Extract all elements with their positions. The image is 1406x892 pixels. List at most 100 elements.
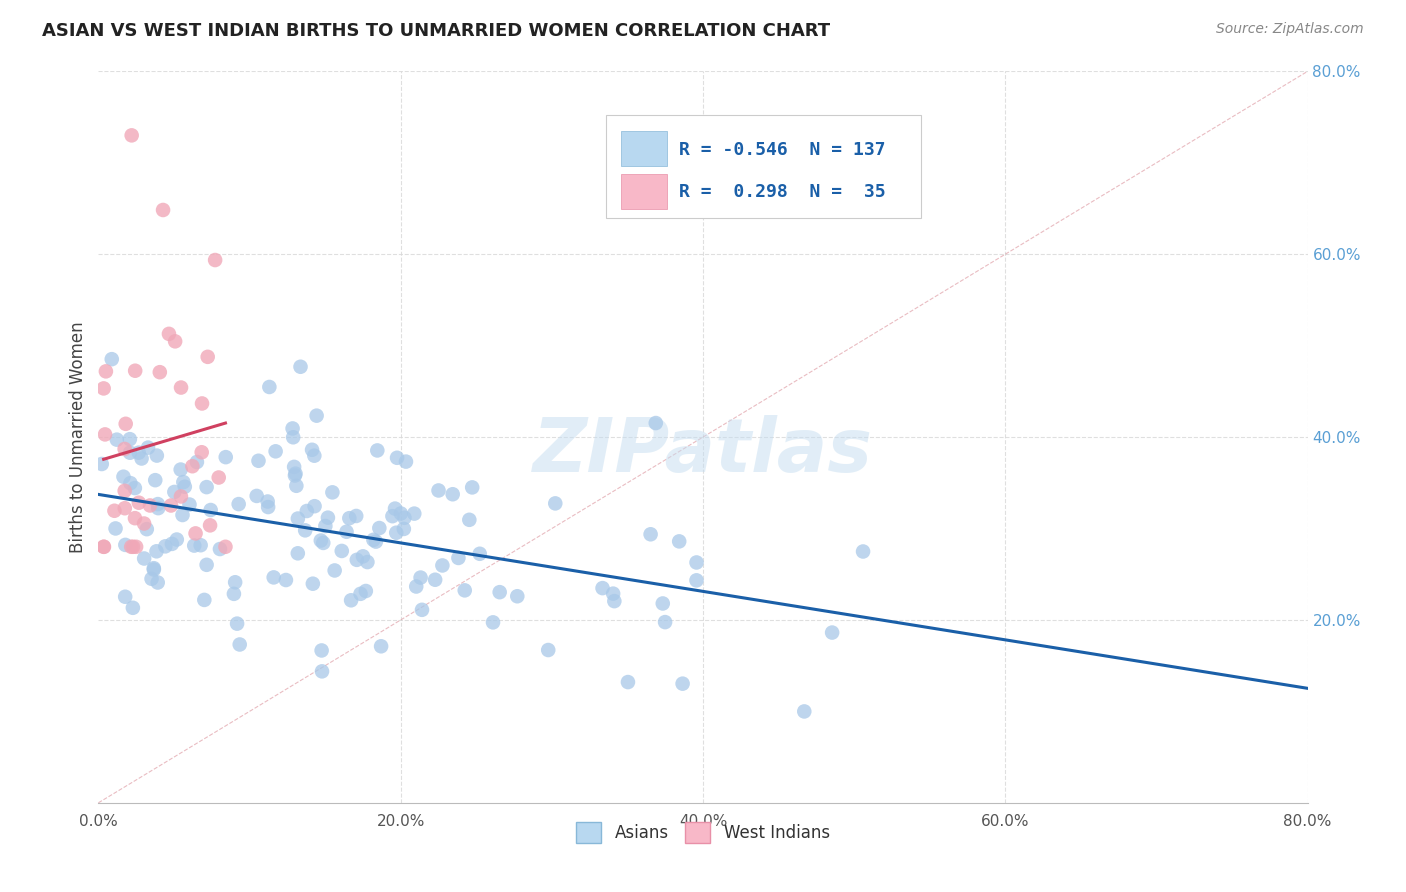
Point (114, 483, 136, 498)
Point (432, 558, 454, 573)
Point (314, 519, 336, 533)
Point (461, 480, 484, 494)
Point (287, 546, 309, 560)
Point (458, 513, 481, 527)
Text: R =  0.298  N =  35: R = 0.298 N = 35 (679, 183, 886, 201)
Point (146, 497, 169, 511)
Point (488, 585, 510, 599)
Point (134, 551, 156, 566)
Point (363, 533, 385, 547)
Point (330, 544, 353, 558)
Point (368, 521, 391, 535)
Point (287, 511, 309, 525)
Point (114, 442, 136, 456)
Point (409, 571, 432, 585)
Point (195, 480, 218, 494)
Point (364, 534, 387, 549)
Point (204, 253, 226, 268)
Point (170, 462, 193, 476)
Point (404, 507, 426, 521)
Point (122, 540, 145, 554)
Point (165, 334, 187, 349)
Point (344, 508, 367, 523)
Point (139, 499, 162, 513)
Point (128, 445, 150, 459)
Point (160, 499, 183, 513)
Point (384, 501, 406, 516)
Point (311, 665, 333, 679)
Point (214, 540, 236, 554)
Point (284, 468, 307, 483)
Point (146, 575, 169, 590)
Point (200, 503, 222, 517)
Point (124, 511, 146, 525)
Point (274, 573, 297, 587)
Point (226, 616, 249, 631)
Point (423, 573, 446, 587)
Point (163, 485, 186, 500)
Point (228, 497, 250, 511)
Point (644, 416, 666, 430)
Point (385, 450, 408, 465)
Point (321, 485, 343, 500)
FancyBboxPatch shape (621, 174, 666, 209)
Point (385, 525, 408, 540)
Point (264, 444, 287, 458)
Point (285, 479, 308, 493)
Point (349, 587, 371, 601)
Point (537, 643, 560, 657)
Point (323, 564, 346, 578)
Point (394, 510, 416, 524)
Point (197, 350, 219, 364)
Point (468, 547, 491, 561)
Point (148, 501, 170, 516)
Point (305, 409, 328, 423)
Point (685, 556, 707, 570)
Point (316, 510, 339, 524)
Point (283, 430, 305, 444)
Point (602, 587, 624, 601)
Point (105, 433, 128, 447)
Point (93, 540, 115, 554)
Point (114, 590, 136, 604)
Point (103, 504, 125, 518)
Point (181, 459, 204, 474)
Point (640, 527, 662, 541)
Point (259, 380, 281, 394)
Point (166, 533, 188, 547)
Point (337, 511, 360, 525)
Text: Source: ZipAtlas.com: Source: ZipAtlas.com (1216, 22, 1364, 37)
Point (124, 481, 146, 495)
Point (191, 396, 214, 410)
Point (94, 427, 117, 442)
Point (142, 563, 165, 577)
Point (179, 498, 201, 512)
Point (290, 359, 312, 374)
Point (685, 574, 707, 588)
Point (821, 625, 844, 640)
Point (198, 518, 221, 533)
Point (149, 365, 172, 379)
Point (120, 540, 142, 554)
Point (381, 509, 404, 524)
Y-axis label: Births to Unmarried Women: Births to Unmarried Women (69, 321, 87, 553)
Point (190, 538, 212, 552)
Point (228, 638, 250, 652)
Point (256, 494, 278, 508)
Point (195, 558, 218, 572)
Point (152, 202, 174, 217)
Point (190, 445, 212, 459)
Point (592, 581, 614, 595)
Point (302, 576, 325, 591)
Point (121, 128, 143, 143)
Point (172, 475, 194, 489)
Point (482, 615, 505, 630)
Point (114, 501, 136, 516)
Point (281, 421, 304, 435)
Point (617, 675, 640, 690)
Point (447, 551, 470, 566)
Point (356, 555, 378, 569)
Point (208, 542, 231, 557)
Point (186, 455, 208, 469)
Point (405, 580, 427, 594)
